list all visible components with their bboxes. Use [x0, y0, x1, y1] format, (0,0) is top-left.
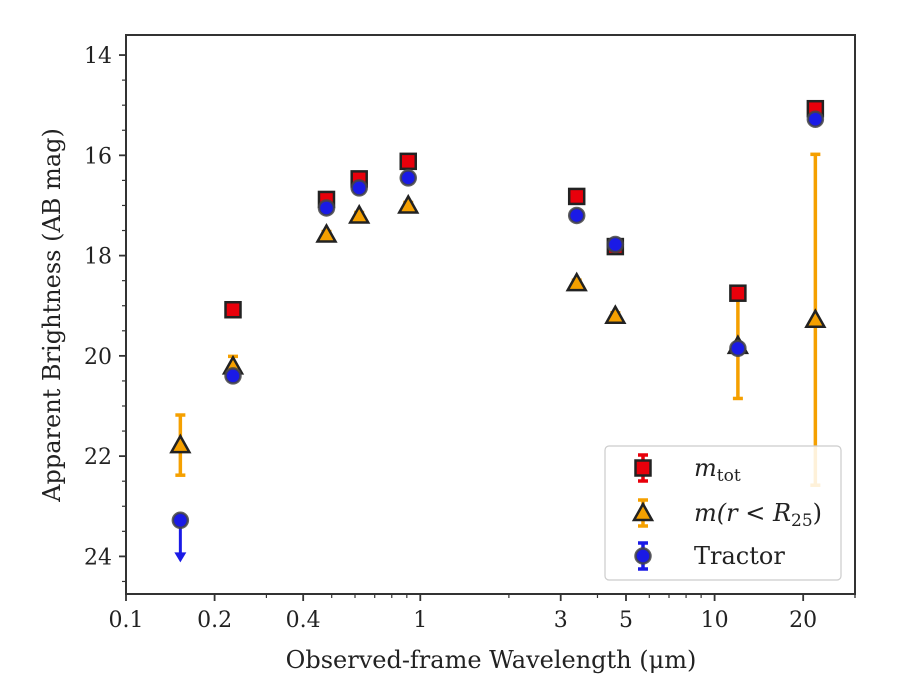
- legend-marker-square: [634, 459, 652, 477]
- y-tick-label: 18: [84, 245, 112, 270]
- y-tick-label: 16: [84, 144, 112, 169]
- legend-box: [604, 445, 842, 581]
- y-tick-label: 22: [84, 445, 112, 470]
- plot-frame: [125, 34, 856, 595]
- legend-label: Tractor: [694, 542, 785, 570]
- y-tick-label: 14: [84, 44, 112, 69]
- data-point-circle: [171, 511, 190, 530]
- x-tick-label: 1: [413, 608, 427, 633]
- series-triangle: [169, 152, 827, 487]
- x-axis-label: Observed-frame Wavelength (μm): [286, 646, 697, 674]
- x-axis: 0.1 0.2 0.4 1 3 5 10 20: [109, 594, 856, 633]
- data-point-triangle: [169, 433, 192, 454]
- data-point-triangle: [348, 203, 371, 224]
- data-point-square: [224, 300, 242, 319]
- data-point-square: [729, 284, 747, 302]
- data-point-triangle: [565, 271, 588, 292]
- legend-marker-circle: [634, 547, 652, 565]
- data-point-circle: [567, 206, 586, 225]
- data-point-circle: [224, 367, 242, 385]
- data-point-triangle: [397, 193, 420, 214]
- x-tick-label: 10: [701, 608, 729, 633]
- x-tick-label: 5: [619, 608, 633, 633]
- legend-marker-triangle: [631, 501, 655, 522]
- legend: mtot m(r < R25) Tractor: [604, 445, 842, 581]
- data-point-circle: [729, 339, 747, 358]
- legend-label: mtot: [694, 454, 741, 486]
- y-axis: 14 16 18 20 22 24: [84, 44, 126, 583]
- series-circle: [171, 110, 825, 563]
- data-point-circle: [806, 110, 825, 128]
- y-axis-label: Apparent Brightness (AB mag): [38, 128, 66, 503]
- x-tick-label: 3: [554, 608, 568, 633]
- y-tick-label: 24: [84, 545, 112, 570]
- plot-area: [125, 34, 856, 595]
- x-tick-label: 0.4: [286, 608, 321, 633]
- upper-limit-arrowhead: [174, 552, 187, 563]
- legend-label: m(r < R25): [694, 499, 822, 531]
- data-point-triangle: [315, 222, 338, 243]
- data-point-circle: [317, 199, 336, 217]
- data-point-circle: [350, 179, 368, 197]
- data-point-circle: [606, 235, 625, 254]
- data-point-circle: [399, 169, 417, 187]
- data-point-triangle: [804, 308, 827, 329]
- data-point-square: [567, 187, 586, 206]
- series-square: [224, 99, 825, 319]
- x-tick-label: 20: [789, 608, 817, 633]
- x-tick-label: 0.1: [109, 608, 144, 633]
- data-point-triangle: [604, 304, 627, 325]
- y-tick-label: 20: [84, 345, 112, 370]
- data-point-square: [399, 152, 417, 171]
- x-tick-label: 0.2: [197, 608, 232, 633]
